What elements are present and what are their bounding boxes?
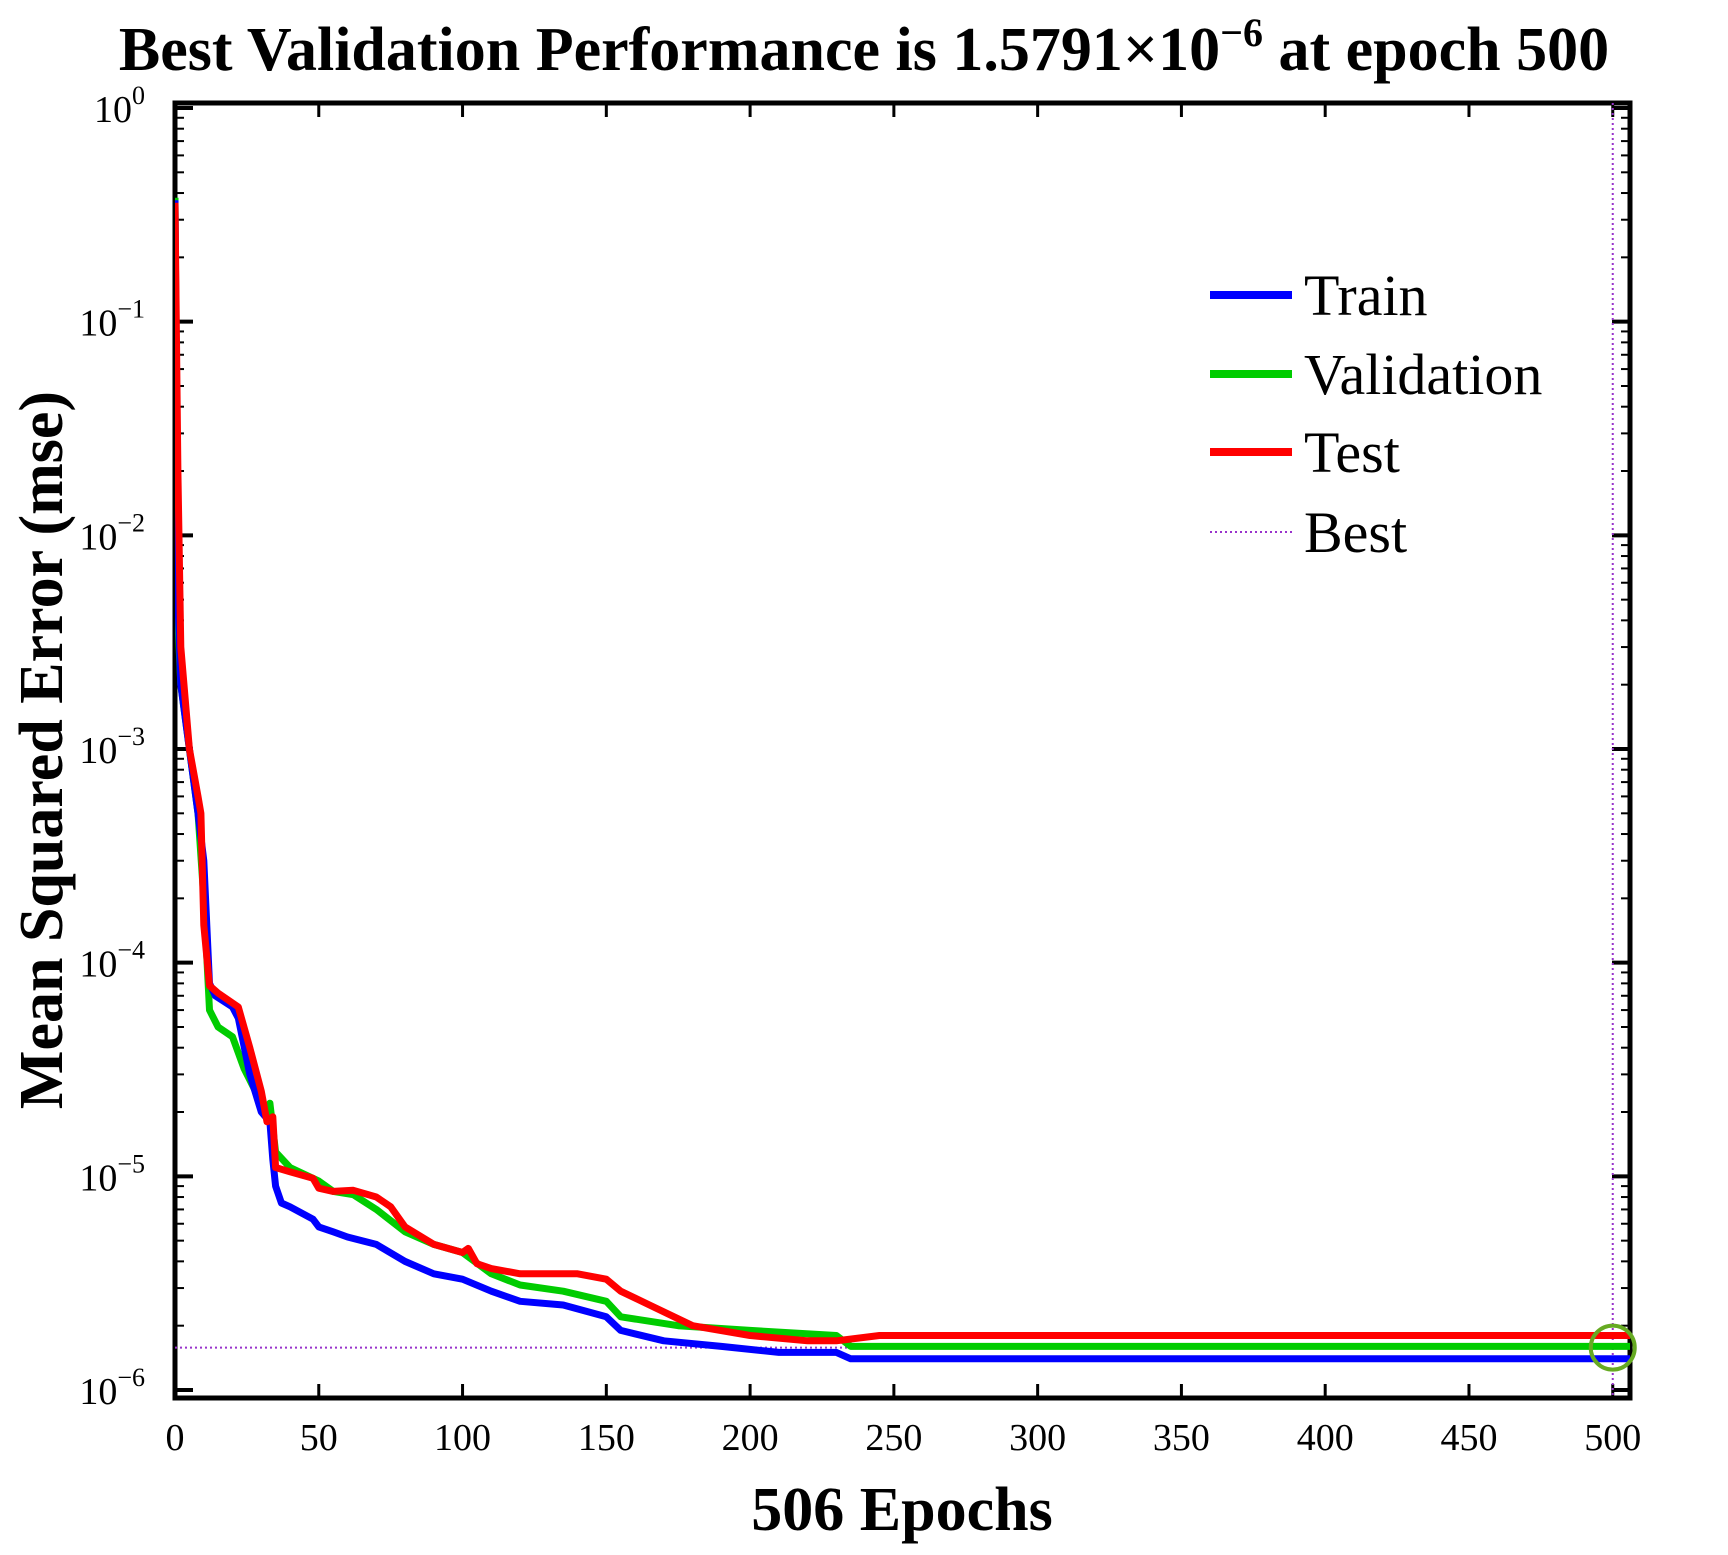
x-tick-label: 250 <box>865 1417 922 1459</box>
plot-area-frame <box>172 100 1633 1401</box>
y-tick-labels: 100 10−1 10−2 10−3 10−4 10−5 10−6 <box>79 81 145 1413</box>
data-series <box>175 103 1637 1398</box>
y-tick-label: 10−1 <box>79 295 145 345</box>
x-axis-label: 506 Epochs <box>751 1476 1052 1544</box>
x-tick-label: 0 <box>166 1417 185 1459</box>
x-tick-label: 150 <box>578 1417 635 1459</box>
x-tick-label: 50 <box>300 1417 338 1459</box>
x-tick-label: 500 <box>1584 1417 1641 1459</box>
chart-title: Best Validation Performance is 1.5791×10… <box>119 10 1609 84</box>
legend: Train Validation Test Best <box>1210 263 1542 565</box>
x-tick-label: 100 <box>434 1417 491 1459</box>
y-tick-label: 10−3 <box>79 722 145 772</box>
x-tick-label: 300 <box>1009 1417 1066 1459</box>
series-line-test <box>175 202 1630 1345</box>
legend-label-test: Test <box>1304 420 1400 485</box>
best-marker-circle <box>1588 1323 1637 1372</box>
y-tick-label: 100 <box>94 81 145 131</box>
legend-label-train: Train <box>1304 263 1428 328</box>
x-tick-label: 400 <box>1297 1417 1354 1459</box>
x-tick-labels: 0 50 100 150 200 250 300 350 400 450 500 <box>166 1417 1642 1459</box>
x-tick-label: 450 <box>1440 1417 1497 1459</box>
x-tick-label: 200 <box>722 1417 779 1459</box>
legend-label-validation: Validation <box>1304 342 1542 407</box>
y-tick-label: 10−4 <box>79 936 145 986</box>
y-tick-label: 10−6 <box>79 1363 145 1413</box>
x-tick-label: 350 <box>1153 1417 1210 1459</box>
legend-label-best: Best <box>1304 500 1407 565</box>
y-tick-label: 10−5 <box>79 1149 145 1199</box>
y-tick-label: 10−2 <box>79 508 145 558</box>
y-axis-label: Mean Squared Error (mse) <box>8 391 76 1109</box>
